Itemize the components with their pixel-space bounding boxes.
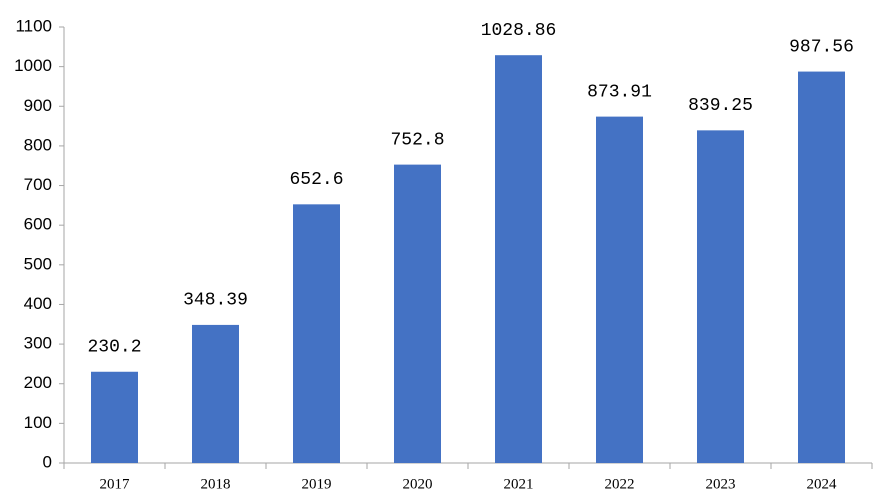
y-tick-label: 500 bbox=[24, 254, 52, 273]
bar bbox=[798, 71, 845, 463]
x-tick-label: 2022 bbox=[605, 476, 635, 492]
y-tick-label: 200 bbox=[24, 373, 52, 392]
x-tick-label: 2024 bbox=[807, 476, 838, 492]
y-tick-label: 0 bbox=[43, 452, 52, 471]
bar bbox=[91, 371, 138, 463]
data-label: 873.91 bbox=[587, 82, 652, 102]
data-label: 839.25 bbox=[688, 96, 753, 116]
y-tick-label: 600 bbox=[24, 215, 52, 234]
bar bbox=[697, 130, 744, 464]
y-tick-label: 1000 bbox=[14, 56, 52, 75]
data-label: 652.6 bbox=[289, 170, 343, 190]
data-label: 752.8 bbox=[390, 130, 444, 150]
data-label: 230.2 bbox=[87, 338, 141, 358]
y-tick-label: 400 bbox=[24, 294, 52, 313]
data-label: 987.56 bbox=[789, 37, 854, 57]
bar bbox=[192, 324, 239, 463]
x-tick-label: 2019 bbox=[302, 476, 332, 492]
y-tick-label: 900 bbox=[24, 96, 52, 115]
y-tick-label: 800 bbox=[24, 135, 52, 154]
data-label: 348.39 bbox=[183, 291, 248, 311]
x-tick-label: 2017 bbox=[100, 476, 131, 492]
y-tick-label: 100 bbox=[24, 413, 52, 432]
x-tick-label: 2023 bbox=[706, 476, 736, 492]
x-tick-label: 2018 bbox=[201, 476, 231, 492]
x-tick-label: 2020 bbox=[403, 476, 433, 492]
bar bbox=[596, 116, 643, 463]
bar bbox=[394, 164, 441, 464]
y-tick-label: 700 bbox=[24, 175, 52, 194]
x-tick-label: 2021 bbox=[504, 476, 534, 492]
data-label: 1028.86 bbox=[481, 21, 557, 41]
bar bbox=[495, 55, 542, 464]
y-tick-label: 300 bbox=[24, 334, 52, 353]
bar bbox=[293, 204, 340, 464]
y-tick-label: 1100 bbox=[15, 16, 52, 35]
